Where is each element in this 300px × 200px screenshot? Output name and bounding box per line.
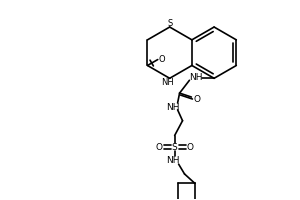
Text: S: S	[167, 19, 172, 28]
Text: S: S	[172, 143, 178, 152]
Text: O: O	[155, 143, 162, 152]
Text: NH: NH	[161, 78, 174, 87]
Text: NH: NH	[166, 103, 179, 112]
Text: O: O	[158, 55, 165, 64]
Text: O: O	[194, 95, 201, 104]
Text: NH: NH	[190, 73, 203, 82]
Text: O: O	[187, 143, 194, 152]
Text: NH: NH	[166, 156, 179, 165]
